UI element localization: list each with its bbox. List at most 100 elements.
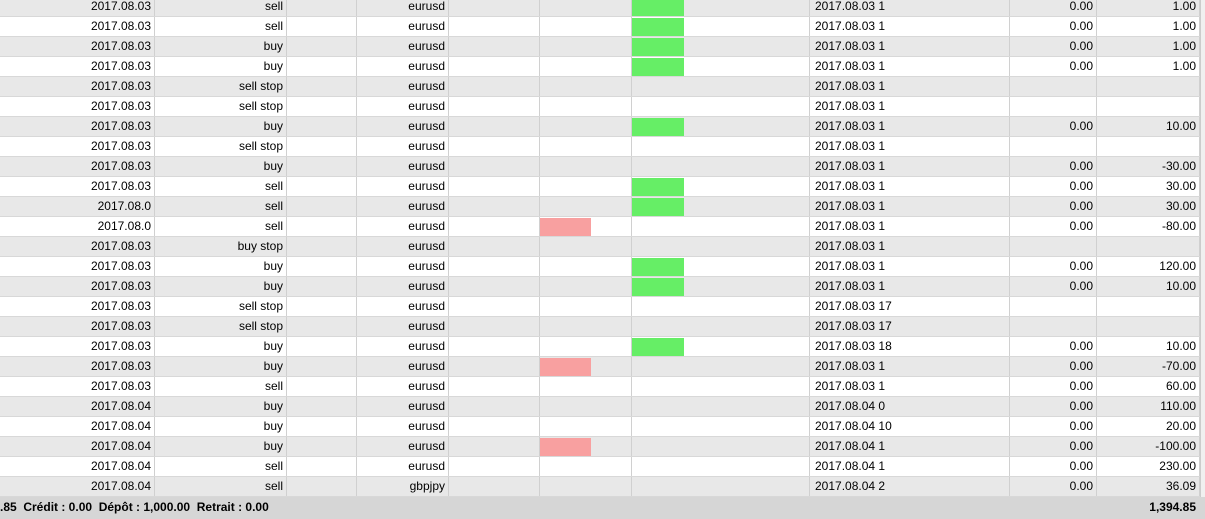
order-type: sell: [200, 477, 287, 496]
order-type: buy: [200, 157, 287, 176]
order-type: sell stop: [200, 297, 287, 316]
table-row[interactable]: 2017.08.03 sell eurusd 2017.08.03 1 0.00 60.0…: [0, 377, 1200, 397]
close-time: 2017.08.03 1: [810, 137, 1010, 156]
commission: 0.00: [1010, 437, 1097, 456]
table-row[interactable]: 2017.08.04 buy eurusd 2017.08.04 10 0.00 20.0…: [0, 417, 1200, 437]
order-type: sell: [200, 197, 287, 216]
profit: 10.00: [1097, 277, 1200, 296]
close-time: 2017.08.04 2: [810, 477, 1010, 496]
symbol: eurusd: [357, 377, 449, 396]
table-row[interactable]: 2017.08.03 buy eurusd 2017.08.03 18 0.00 10.0…: [0, 337, 1200, 357]
profit: 1.00: [1097, 0, 1200, 16]
table-row[interactable]: 2017.08.03 sell stop eurusd 2017.08.03 1: [0, 97, 1200, 117]
table-row[interactable]: 2017.08.03 buy eurusd 2017.08.03 1 0.00 120.0…: [0, 257, 1200, 277]
open-time: 2017.08.03: [0, 77, 155, 96]
symbol: eurusd: [357, 417, 449, 436]
table-row[interactable]: 2017.08.03 buy eurusd 2017.08.03 1 0.00 10.00: [0, 277, 1200, 297]
price: [449, 357, 540, 376]
price: [449, 0, 540, 16]
table-row[interactable]: 2017.08.03 sell eurusd 2017.08.03 1 0.00 1.00: [0, 17, 1200, 37]
close-time: 2017.08.03 1: [810, 97, 1010, 116]
commission: [1010, 317, 1097, 336]
price: [449, 437, 540, 456]
commission: 0.00: [1010, 177, 1097, 196]
commission: [1010, 77, 1097, 96]
open-time: 2017.08.04: [0, 397, 155, 416]
table-row[interactable]: 2017.08.04 buy eurusd 2017.08.04 0 0.00 110.0…: [0, 397, 1200, 417]
volume: [287, 97, 357, 116]
stop-loss-highlight: [540, 218, 591, 236]
close-time: 2017.08.03 1: [810, 197, 1010, 216]
table-row[interactable]: 2017.08.03 buy stop eurusd 2017.08.03 1: [0, 237, 1200, 257]
order-type: buy: [200, 417, 287, 436]
price: [449, 377, 540, 396]
open-time: 2017.08.03: [0, 137, 155, 156]
stop-loss-highlight: [540, 358, 591, 376]
table-row[interactable]: 2017.08.03 sell stop eurusd 2017.08.03 17: [0, 317, 1200, 337]
table-row[interactable]: 2017.08.03 buy eurusd 2017.08.03 1 0.00 10.00: [0, 117, 1200, 137]
take-profit: [632, 117, 810, 136]
commission: 0.00: [1010, 37, 1097, 56]
profit: [1097, 77, 1200, 96]
profit: 20.00: [1097, 417, 1200, 436]
table-row[interactable]: 2017.08.03 buy eurusd 2017.08.03 1 0.00 -70.0…: [0, 357, 1200, 377]
open-time: 2017.08.03: [0, 337, 155, 356]
symbol: eurusd: [357, 57, 449, 76]
table-row[interactable]: 2017.08.03 sell stop eurusd 2017.08.03 1: [0, 77, 1200, 97]
commission: [1010, 137, 1097, 156]
volume: [287, 357, 357, 376]
table-row[interactable]: 2017.08.03 sell stop eurusd 2017.08.03 1: [0, 137, 1200, 157]
order-type: sell: [200, 17, 287, 36]
table-row[interactable]: 2017.08.0 sell eurusd 2017.08.03 1 0.00 -80.0…: [0, 217, 1200, 237]
open-time: 2017.08.04: [0, 457, 155, 476]
volume: [287, 377, 357, 396]
take-profit: [632, 477, 810, 496]
open-time: 2017.08.0: [0, 217, 155, 236]
commission: [1010, 297, 1097, 316]
commission: 0.00: [1010, 17, 1097, 36]
table-row[interactable]: 2017.08.03 buy eurusd 2017.08.03 1 0.00 1.00: [0, 57, 1200, 77]
table-row[interactable]: 2017.08.03 buy eurusd 2017.08.03 1 0.00 -30.0…: [0, 157, 1200, 177]
table-row[interactable]: 2017.08.03 sell eurusd 2017.08.03 1 0.00 1.00: [0, 0, 1200, 17]
stop-loss: [540, 317, 632, 336]
commission: 0.00: [1010, 57, 1097, 76]
open-time: 2017.08.03: [0, 17, 155, 36]
take-profit: [632, 357, 810, 376]
close-time: 2017.08.04 1: [810, 437, 1010, 456]
profit: 10.00: [1097, 337, 1200, 356]
close-time: 2017.08.03 1: [810, 117, 1010, 136]
volume: [287, 397, 357, 416]
table-row[interactable]: 2017.08.03 buy eurusd 2017.08.03 1 0.00 1.00: [0, 37, 1200, 57]
table-row[interactable]: 2017.08.04 buy eurusd 2017.08.04 1 0.00 -100.…: [0, 437, 1200, 457]
symbol: eurusd: [357, 317, 449, 336]
order-type: buy stop: [200, 237, 287, 256]
price: [449, 157, 540, 176]
open-time: 2017.08.03: [0, 37, 155, 56]
table-row[interactable]: 2017.08.03 sell eurusd 2017.08.03 1 0.00 30.0…: [0, 177, 1200, 197]
volume: [287, 237, 357, 256]
volume: [287, 277, 357, 296]
table-row[interactable]: 2017.08.03 sell stop eurusd 2017.08.03 17: [0, 297, 1200, 317]
table-row[interactable]: 2017.08.0 sell eurusd 2017.08.03 1 0.00 30.00: [0, 197, 1200, 217]
stop-loss: [540, 237, 632, 256]
symbol: eurusd: [357, 177, 449, 196]
table-row[interactable]: 2017.08.04 sell gbpjpy 2017.08.04 2 0.00 36.0…: [0, 477, 1200, 497]
total-profit: 1,394.85: [1149, 500, 1196, 514]
price: [449, 117, 540, 136]
order-type: sell: [200, 377, 287, 396]
order-type: buy: [200, 437, 287, 456]
close-time: 2017.08.03 1: [810, 177, 1010, 196]
open-time: 2017.08.03: [0, 0, 155, 16]
order-type: buy: [200, 257, 287, 276]
open-time: 2017.08.0: [0, 197, 155, 216]
volume: [287, 137, 357, 156]
open-time: 2017.08.03: [0, 57, 155, 76]
scrollbar[interactable]: [1200, 0, 1205, 497]
symbol: eurusd: [357, 0, 449, 16]
volume: [287, 297, 357, 316]
profit: 230.00: [1097, 457, 1200, 476]
symbol: eurusd: [357, 17, 449, 36]
volume: [287, 337, 357, 356]
table-row[interactable]: 2017.08.04 sell eurusd 2017.08.04 1 0.00 230.…: [0, 457, 1200, 477]
